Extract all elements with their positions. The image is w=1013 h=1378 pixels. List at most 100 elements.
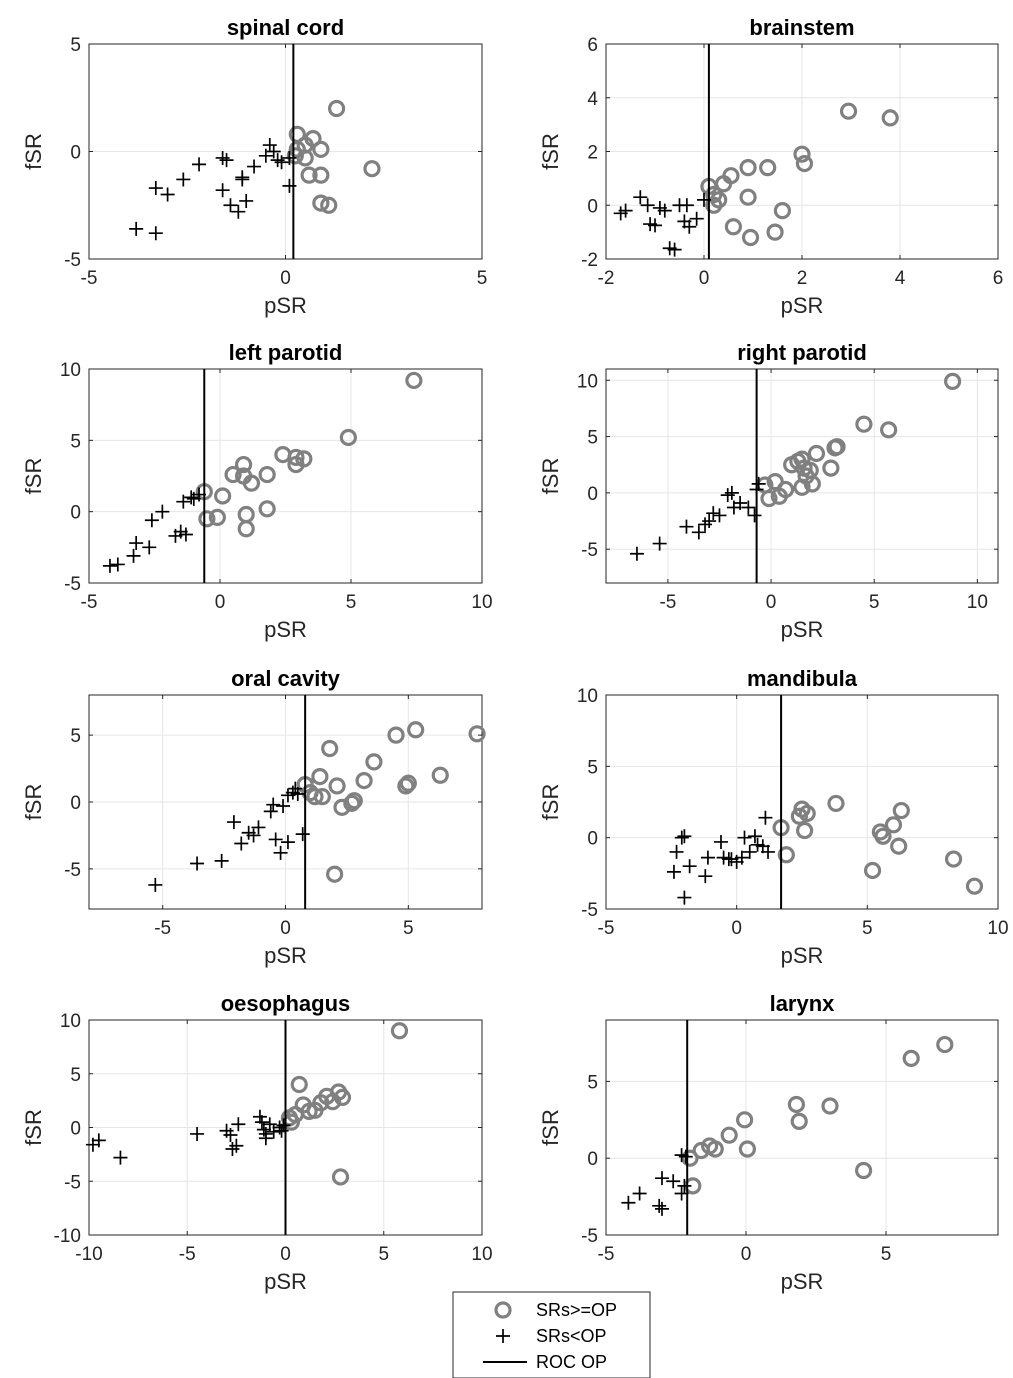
x-tick-label: 0	[741, 1244, 752, 1265]
y-tick-label: 0	[587, 484, 598, 505]
legend-entry-label: SRs>=OP	[536, 1300, 617, 1320]
point-below-op	[263, 804, 278, 819]
x-axis-label: pSR	[781, 943, 824, 968]
point-above-op	[311, 767, 329, 786]
point-above-op	[258, 465, 276, 484]
point-above-op	[365, 753, 383, 771]
point-below-op	[679, 519, 694, 534]
point-below-op	[102, 558, 117, 573]
axes-box	[88, 368, 483, 584]
x-tick-label: -5	[179, 1244, 196, 1265]
point-below-op	[682, 859, 697, 874]
point-above-op	[881, 109, 899, 127]
point-below-op	[219, 153, 234, 168]
y-tick-label: 0	[587, 196, 598, 217]
point-above-op	[902, 1049, 920, 1067]
point-below-op	[234, 836, 249, 851]
point-above-op	[735, 1111, 754, 1129]
chart-title: brainstem	[749, 15, 854, 40]
point-above-op	[295, 450, 313, 468]
x-tick-label: 0	[280, 268, 291, 289]
point-below-op	[251, 820, 266, 835]
point-below-op	[192, 157, 207, 172]
point-below-op	[679, 198, 694, 213]
point-below-op	[761, 844, 776, 859]
point-above-op	[944, 372, 962, 390]
point-below-op	[215, 150, 230, 165]
point-below-op	[184, 490, 199, 505]
y-tick-label: 0	[70, 143, 81, 164]
y-tick-label: 5	[587, 1072, 598, 1093]
point-below-op	[621, 1195, 636, 1210]
y-tick-label: -5	[64, 860, 81, 881]
y-axis-label: fSR	[538, 784, 563, 821]
point-below-op	[148, 877, 163, 892]
point-above-op	[290, 1075, 308, 1094]
point-below-op	[712, 508, 727, 523]
chart-title: larynx	[770, 991, 836, 1016]
point-above-op	[397, 777, 415, 795]
chart-spinal-cord: -5 0 5 -5 0 5 spinal cord pSR fSR	[21, 15, 487, 318]
point-above-op	[355, 771, 373, 790]
point-above-op	[320, 196, 338, 214]
point-below-op	[677, 1178, 692, 1193]
point-above-op	[286, 147, 304, 165]
point-below-op	[747, 508, 762, 523]
y-tick-label: 0	[70, 503, 81, 524]
point-above-op	[793, 145, 811, 163]
point-above-op	[300, 166, 318, 184]
y-axis-label: fSR	[21, 458, 46, 495]
legend-entry-label: SRs<OP	[536, 1326, 607, 1346]
y-tick-label: 5	[70, 35, 81, 56]
x-tick-label: 5	[378, 1244, 389, 1265]
point-above-op	[787, 1095, 806, 1114]
x-tick-label: 2	[797, 268, 808, 289]
point-below-op	[129, 536, 144, 551]
point-below-op	[254, 1115, 269, 1130]
point-below-op	[235, 172, 250, 187]
point-below-op	[258, 148, 273, 163]
chart-right-parotid: -5 0 5 10 -5 0 5 10 right parotid pSR fSR	[538, 340, 999, 642]
point-below-op	[176, 494, 191, 509]
y-tick-label: -10	[54, 1226, 81, 1247]
point-above-op	[827, 794, 845, 813]
point-below-op	[691, 525, 706, 540]
x-tick-label: 10	[471, 592, 492, 613]
point-above-op	[681, 1149, 699, 1167]
point-above-op	[343, 794, 361, 812]
y-tick-label: 5	[70, 726, 81, 747]
point-above-op	[287, 448, 305, 467]
x-tick-label: 0	[280, 1244, 291, 1265]
x-tick-label: 5	[346, 592, 357, 613]
point-below-op	[276, 799, 291, 814]
y-axis-label: fSR	[21, 1109, 46, 1146]
point-above-op	[242, 474, 261, 492]
chart-mandibula: -5 0 5 10 -5 0 5 10 mandibula pSR fSR	[538, 666, 1009, 968]
point-above-op	[327, 99, 346, 118]
point-above-op	[766, 223, 784, 241]
point-below-op	[178, 527, 193, 542]
chart-oral-cavity: -5 0 5 -5 0 5 oral cavity pSR fSR	[21, 666, 486, 968]
point-above-op	[880, 421, 898, 439]
point-above-op	[796, 821, 814, 840]
y-tick-label: 5	[70, 431, 81, 452]
point-above-op	[312, 194, 330, 212]
point-above-op	[795, 154, 814, 173]
point-above-op	[345, 792, 363, 810]
point-below-op	[231, 1117, 246, 1132]
point-below-op	[190, 1126, 205, 1141]
point-above-op	[739, 159, 757, 177]
point-above-op	[790, 1112, 808, 1130]
point-below-op	[669, 844, 684, 859]
point-below-op	[667, 242, 682, 257]
x-tick-label: -5	[598, 918, 615, 939]
point-above-op	[793, 450, 811, 468]
point-below-op	[747, 829, 762, 844]
point-below-op	[276, 1118, 291, 1133]
x-tick-label: 5	[869, 592, 880, 613]
point-above-op	[306, 788, 324, 806]
point-above-op	[431, 766, 449, 784]
x-tick-label: 10	[967, 592, 988, 613]
chart-larynx: -5 0 5 -5 0 5 larynx pSR fSR	[538, 991, 999, 1294]
point-below-op	[677, 890, 692, 905]
